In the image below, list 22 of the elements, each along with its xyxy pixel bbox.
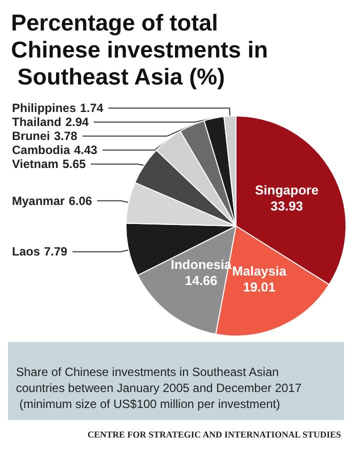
slice-label: Singapore (254, 182, 319, 198)
data-label: 3.78 (54, 129, 78, 144)
data-label: 4.43 (74, 143, 98, 158)
data-label: 19.01 (242, 280, 276, 295)
slice-label: Philippines (12, 101, 76, 116)
slice-label: Vietnam (12, 157, 58, 172)
slice-label: Thailand (12, 115, 62, 130)
slice-label: Malaysia (232, 264, 288, 279)
text: Share of Chinese investments in Southeast Asian countries between January 2005 and December 2017 (minimum size of US$100 million per investment) (16, 365, 302, 411)
slice-label: Cambodia (12, 143, 70, 158)
data-label: 5.65 (62, 157, 86, 172)
data-label: 33.93 (270, 198, 304, 214)
data-label: 1.74 (80, 101, 104, 116)
slice-label: Myanmar (12, 194, 66, 208)
data-label: 6.06 (68, 194, 92, 208)
chart-title: Percentage of total Chinese investments in Southeast Asia (%) (11, 10, 268, 90)
data-label: 14.66 (184, 272, 218, 288)
data-label: 2.94 (65, 115, 90, 130)
slice-label: Laos (12, 244, 40, 259)
data-label: 7.79 (44, 244, 68, 259)
text: CENTRE FOR STRATEGIC AND INTERNATIONAL STUDIES (88, 430, 342, 440)
slice-label: Brunei (12, 129, 50, 144)
